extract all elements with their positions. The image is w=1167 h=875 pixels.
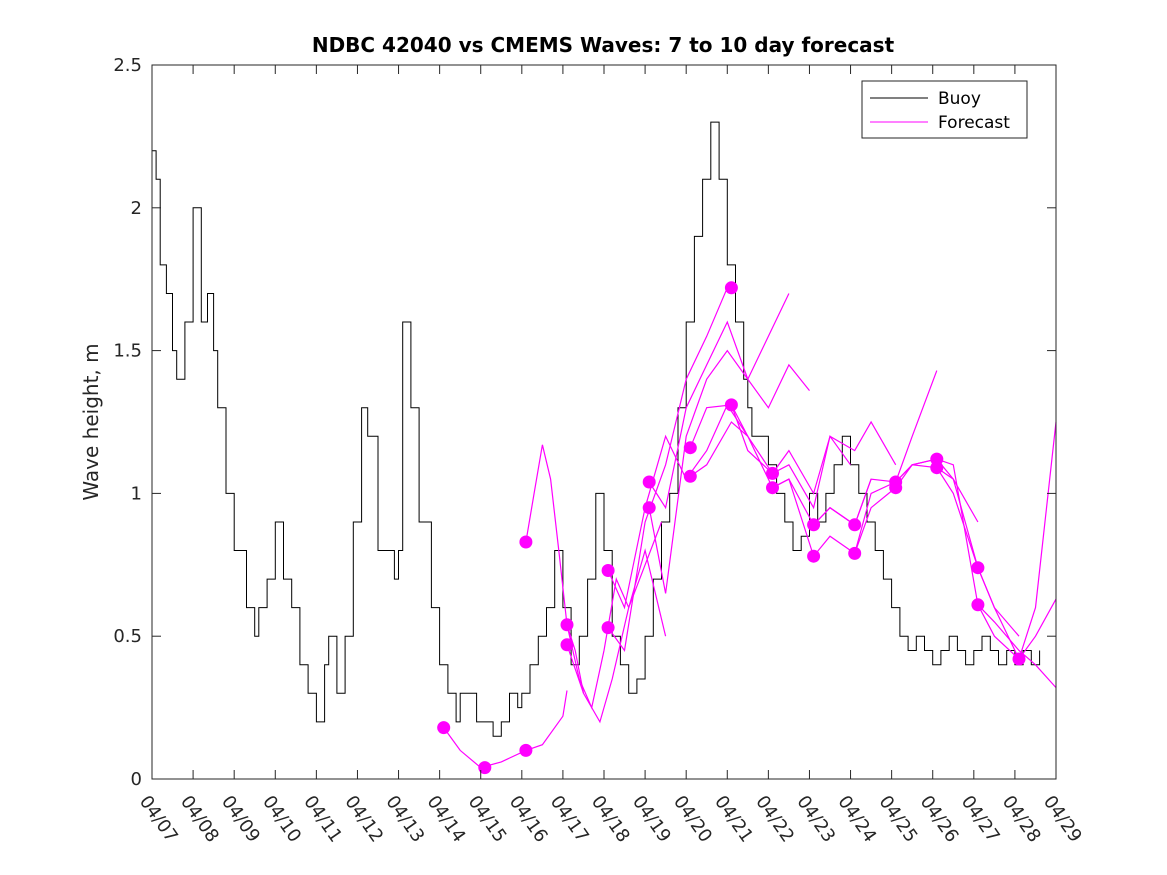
legend-forecast-label: Forecast [938,113,1010,133]
forecast-point-8 [642,475,656,489]
forecast-line-10 [730,404,897,510]
x-tick-label: 04/29 [1039,792,1086,847]
forecast-line-2 [566,521,663,710]
y-tick-label: 0.5 [113,626,142,647]
x-tick-label: 04/17 [546,792,593,847]
y-tick-label: 1.5 [113,341,142,362]
forecast-line-1 [525,444,585,694]
x-tick-label: 04/25 [875,792,922,847]
x-tick-label: 04/13 [381,792,428,847]
forecast-point-19 [848,546,862,560]
y-tick-label: 1 [131,483,142,504]
legend-buoy-label: Buoy [938,89,981,109]
legend: Buoy Forecast [861,80,1028,139]
x-tick-label: 04/07 [135,792,182,847]
x-tick-label: 04/15 [464,792,511,847]
y-tick-label: 2 [131,198,142,219]
forecast-line-5 [607,287,728,653]
forecast-point-4 [560,618,574,632]
x-tick-label: 04/11 [299,792,346,847]
forecast-point-10 [683,441,697,455]
forecast-point-6 [601,564,615,577]
forecast-line-3 [566,548,667,724]
x-tick-label: 04/22 [751,792,798,847]
forecast-point-7 [601,621,615,635]
buoy-series-line [152,121,1041,737]
forecast-line-6 [648,320,810,510]
forecast-point-1 [478,761,492,775]
x-tick-label: 04/08 [176,792,223,847]
forecast-point-23 [930,461,944,475]
forecast-point-2 [519,743,533,757]
forecast-point-12 [724,281,738,295]
x-tick-label: 04/12 [340,792,387,847]
x-tick-label: 04/23 [792,792,839,847]
forecast-point-24 [971,561,985,575]
forecast-point-25 [971,598,985,612]
x-tick-label: 04/28 [998,792,1045,847]
forecast-point-17 [807,549,821,563]
forecast-point-21 [889,481,903,495]
y-tick-label: 0 [131,769,142,790]
x-tick-label: 04/21 [710,792,757,847]
x-tick-label: 04/26 [916,792,963,847]
forecast-point-26 [1012,652,1026,666]
forecast-point-16 [807,518,821,532]
forecast-point-5 [560,638,574,652]
y-tick-label: 2.5 [113,55,142,76]
x-tick-label: 04/16 [505,792,552,847]
forecast-point-15 [766,481,779,495]
forecast-line-9 [689,421,872,526]
forecast-point-14 [766,466,779,480]
x-tick-label: 04/19 [628,792,675,847]
forecast-point-13 [724,398,738,412]
x-tick-label: 04/27 [957,792,1004,847]
x-tick-label: 04/24 [833,792,880,847]
forecast-point-18 [848,518,862,532]
chart-title: NDBC 42040 vs CMEMS Waves: 7 to 10 day f… [312,33,895,57]
forecast-point-0 [437,721,451,735]
legend-box [861,80,1028,139]
forecast-point-9 [642,501,656,515]
forecast-line-16 [977,421,1057,661]
x-tick-label: 04/20 [669,792,716,847]
forecast-point-11 [683,469,697,483]
forecast-line-15 [936,467,1057,661]
plot-frame [151,64,1057,780]
x-tick-label: 04/18 [587,792,634,847]
forecast-line-0 [443,690,568,769]
forecast-line-7 [648,293,790,594]
x-tick-label: 04/10 [258,792,305,847]
x-tick-label: 04/09 [217,792,264,847]
y-axis-label: Wave height, m [79,343,103,500]
forecast-point-3 [519,535,533,549]
x-tick-label: 04/14 [423,792,470,847]
